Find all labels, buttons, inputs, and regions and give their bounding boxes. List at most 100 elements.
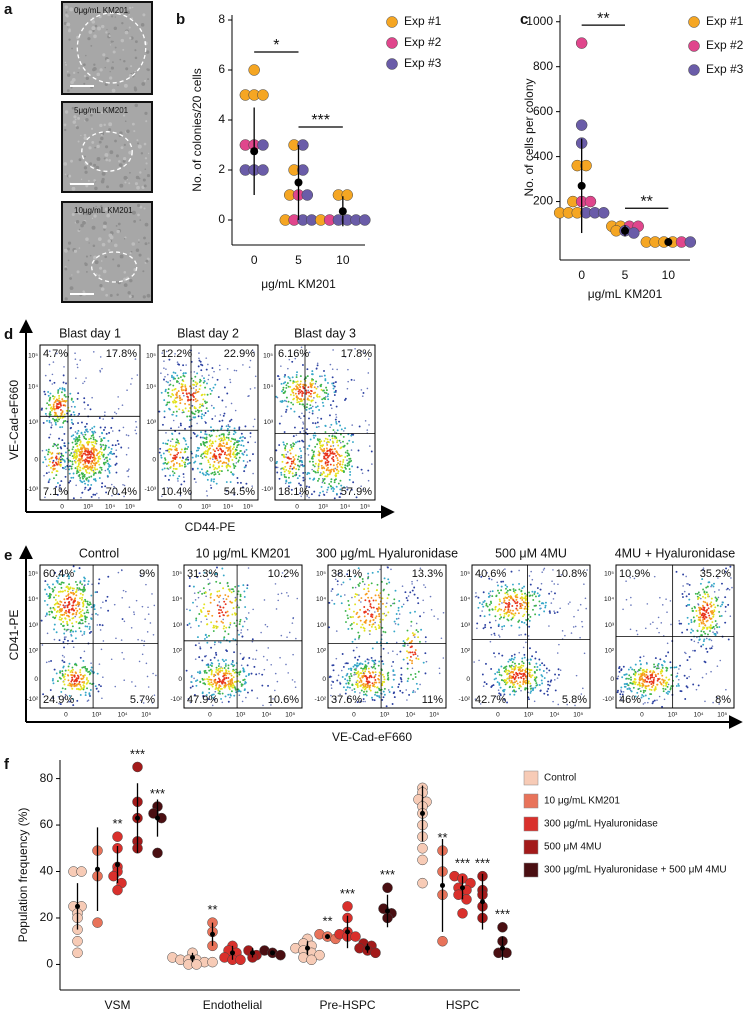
event-dot (296, 376, 298, 378)
texture (93, 179, 96, 182)
event-dot (411, 581, 413, 583)
event-dot (252, 473, 254, 475)
event-dot (124, 621, 126, 623)
event-dot (309, 461, 311, 463)
event-dot (44, 456, 46, 458)
event-dot (337, 462, 339, 464)
y-tick-label: 10³ (317, 622, 327, 629)
event-dot (94, 608, 96, 610)
event-dot (529, 575, 531, 577)
event-dot (211, 445, 213, 447)
data-point (685, 237, 696, 248)
event-dot (407, 599, 409, 601)
event-dot (284, 471, 286, 473)
texture (104, 67, 105, 68)
event-dot (84, 674, 86, 676)
event-dot (69, 663, 71, 665)
event-dot (61, 426, 63, 428)
event-dot (398, 610, 400, 612)
event-dot (425, 586, 427, 588)
event-dot (322, 402, 324, 404)
event-dot (334, 448, 336, 450)
event-dot (367, 613, 369, 615)
event-dot (306, 403, 308, 405)
event-dot (326, 459, 328, 461)
y-tick-label: 10⁵ (28, 353, 38, 360)
event-dot (102, 455, 104, 457)
event-dot (241, 629, 243, 631)
event-dot (218, 641, 220, 643)
event-dot (118, 443, 120, 445)
event-dot (307, 386, 309, 388)
event-dot (162, 442, 164, 444)
event-dot (218, 462, 220, 464)
event-dot (195, 385, 197, 387)
mean-dot (500, 946, 505, 951)
event-dot (229, 622, 231, 624)
event-dot (81, 454, 83, 456)
texture (120, 255, 124, 259)
event-dot (95, 613, 97, 615)
event-dot (118, 572, 120, 574)
data-point (133, 762, 143, 772)
event-dot (218, 684, 220, 686)
event-dot (198, 352, 200, 354)
event-dot (252, 453, 254, 455)
event-dot (84, 578, 86, 580)
event-dot (80, 694, 82, 696)
event-dot (79, 671, 81, 673)
event-dot (373, 684, 375, 686)
event-dot (227, 585, 229, 587)
flow-plot: 40.6%10.8%42.7%5.8%500 μM 4MU10⁵10⁴10³10… (458, 546, 590, 718)
event-dot (187, 398, 189, 400)
y-tick-label: -10³ (261, 486, 273, 493)
data-point (351, 932, 361, 942)
event-dot (228, 701, 230, 703)
texture (125, 67, 128, 70)
event-dot (331, 600, 333, 602)
event-dot (183, 395, 185, 397)
event-dot (356, 594, 358, 596)
event-dot (398, 600, 400, 602)
event-dot (337, 445, 339, 447)
event-dot (229, 426, 231, 428)
event-dot (227, 434, 229, 436)
event-dot (510, 625, 512, 627)
event-dot (168, 479, 170, 481)
event-dot (218, 445, 220, 447)
event-dot (213, 630, 215, 632)
event-dot (90, 476, 92, 478)
event-dot (76, 610, 78, 612)
event-dot (372, 667, 374, 669)
event-dot (364, 670, 366, 672)
event-dot (208, 613, 210, 615)
y-tick-label: 10³ (29, 419, 39, 426)
texture (116, 230, 119, 233)
event-dot (227, 428, 229, 430)
event-dot (343, 436, 345, 438)
event-dot (68, 666, 70, 668)
event-dot (206, 456, 208, 458)
event-dot (42, 450, 44, 452)
event-dot (45, 413, 47, 415)
event-dot (172, 402, 174, 404)
event-dot (53, 361, 55, 363)
event-dot (209, 447, 211, 449)
mean-dot (250, 950, 255, 955)
event-dot (240, 632, 242, 634)
event-dot (45, 375, 47, 377)
event-dot (179, 383, 181, 385)
event-dot (204, 655, 206, 657)
event-dot (101, 445, 103, 447)
event-dot (225, 677, 227, 679)
event-dot (100, 427, 102, 429)
event-dot (518, 634, 520, 636)
event-dot (66, 629, 68, 631)
event-dot (238, 585, 240, 587)
event-dot (545, 605, 547, 607)
event-dot (247, 692, 249, 694)
event-dot (201, 659, 203, 661)
texture (72, 78, 76, 82)
event-dot (174, 472, 176, 474)
